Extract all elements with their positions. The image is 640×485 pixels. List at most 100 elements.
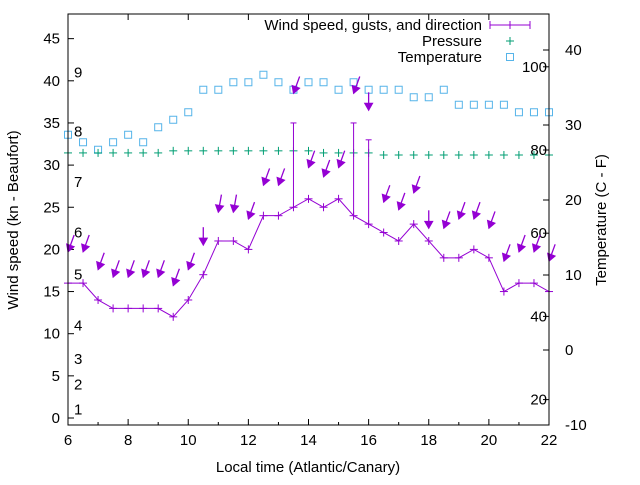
pressure-point <box>139 148 148 157</box>
temperature-point <box>319 78 328 87</box>
wind-speed-point <box>394 236 403 245</box>
temperature-point <box>454 100 463 109</box>
temperature-point <box>424 93 433 102</box>
legend-label-wind: Wind speed, gusts, and direction <box>264 17 482 34</box>
wind-direction-arrow <box>126 260 136 279</box>
arrow-head <box>198 237 209 247</box>
y-tick-label: 25 <box>43 199 60 216</box>
wind-direction-arrow <box>306 150 316 169</box>
pressure-point <box>94 148 103 157</box>
x-tick-label: 8 <box>124 432 132 449</box>
pressure-point <box>109 148 118 157</box>
y-tick-label: 5 <box>52 368 60 385</box>
arrow-head <box>546 252 557 263</box>
beaufort-label: 1 <box>74 402 82 419</box>
wind-speed-point <box>409 220 418 229</box>
wind-direction-arrow <box>411 175 421 194</box>
temperature-point <box>529 108 538 117</box>
wind-speed-point <box>469 245 478 254</box>
wind-direction-arrow <box>516 234 527 253</box>
wind-speed-point <box>139 304 148 313</box>
wind-speed-point <box>244 245 253 254</box>
arrow-head <box>126 268 136 279</box>
arrow-head <box>229 204 240 214</box>
arrow-head <box>156 268 166 279</box>
y-tick-label: 0 <box>52 410 60 427</box>
arrow-head <box>306 158 316 169</box>
pressure-scale-label: 60 <box>530 225 547 242</box>
wind-direction-arrow <box>351 76 361 95</box>
x-tick-label: 18 <box>420 432 437 449</box>
arrow-head <box>486 219 497 230</box>
y2-tick-label: 10 <box>565 267 582 284</box>
y-axis-label: Wind speed (kn - Beaufort) <box>5 130 22 309</box>
wind-direction-arrow <box>229 194 240 214</box>
wind-direction-arrow <box>186 252 196 271</box>
wind-direction-arrow <box>291 76 301 95</box>
temperature-point <box>439 85 448 94</box>
arrow-head <box>261 176 271 187</box>
arrow-head <box>214 204 225 214</box>
wind-speed-point <box>274 211 283 220</box>
wind-direction-arrow <box>171 268 181 287</box>
wind-direction-arrow <box>111 260 121 279</box>
y2-tick-label: 30 <box>565 117 582 134</box>
wind-speed-point <box>109 304 118 313</box>
arrow-head <box>171 276 181 287</box>
pressure-scale-label: 80 <box>530 142 547 159</box>
wind-direction-arrow <box>321 159 331 178</box>
arrow-head <box>411 184 421 194</box>
legend: Wind speed, gusts, and direction Pressur… <box>264 17 531 66</box>
y2-tick-label: 40 <box>565 42 582 59</box>
beaufort-label: 7 <box>74 174 82 191</box>
temperature-point <box>109 138 118 147</box>
temperature-point <box>499 100 508 109</box>
wind-speed-point <box>514 279 523 288</box>
x-tick-label: 22 <box>541 432 558 449</box>
wind-speed-point <box>379 228 388 237</box>
wind-speed-point <box>94 295 103 304</box>
beaufort-label: 4 <box>74 317 82 334</box>
pressure-point <box>169 146 178 155</box>
wind-direction-arrow <box>531 234 542 253</box>
wind-speed-point <box>199 270 208 279</box>
beaufort-label: 6 <box>74 225 82 242</box>
wind-speed-point <box>259 211 268 220</box>
wind-direction-arrow <box>363 92 374 112</box>
wind-direction-arrow <box>501 244 512 263</box>
x-tick-label: 6 <box>64 432 72 449</box>
temperature-point <box>379 85 388 94</box>
y2-tick-label: -10 <box>565 417 587 434</box>
wind-direction-arrow <box>471 201 481 220</box>
pressure-point <box>304 146 313 155</box>
y-tick-label: 20 <box>43 241 60 258</box>
temperature-point <box>259 70 268 79</box>
wind-direction-arrow <box>96 252 106 271</box>
wind-direction-arrow <box>336 150 346 169</box>
temperature-point <box>79 138 88 147</box>
pressure-point <box>229 146 238 155</box>
temperature-point <box>244 78 253 87</box>
pressure-point <box>424 150 433 159</box>
arrow-head <box>501 252 512 263</box>
arrow-head <box>351 84 361 95</box>
arrow-head <box>363 102 374 112</box>
pressure-point <box>124 148 133 157</box>
y-tick-label: 35 <box>43 115 60 132</box>
pressure-point <box>439 150 448 159</box>
wind-direction-arrow <box>246 201 256 220</box>
arrow-head <box>396 201 406 211</box>
pressure-point <box>199 146 208 155</box>
y-tick-label: 40 <box>43 73 60 90</box>
wind-direction-arrow <box>81 234 91 253</box>
arrow-head <box>321 168 331 178</box>
wind-speed-point <box>79 279 88 288</box>
pressure-point <box>514 150 523 159</box>
pressure-scale-label: 20 <box>530 392 547 409</box>
beaufort-label: 9 <box>74 64 82 81</box>
wind-speed-point <box>484 253 493 262</box>
beaufort-label: 3 <box>74 351 82 368</box>
x-tick-label: 14 <box>300 432 317 449</box>
temperature-point <box>469 100 478 109</box>
